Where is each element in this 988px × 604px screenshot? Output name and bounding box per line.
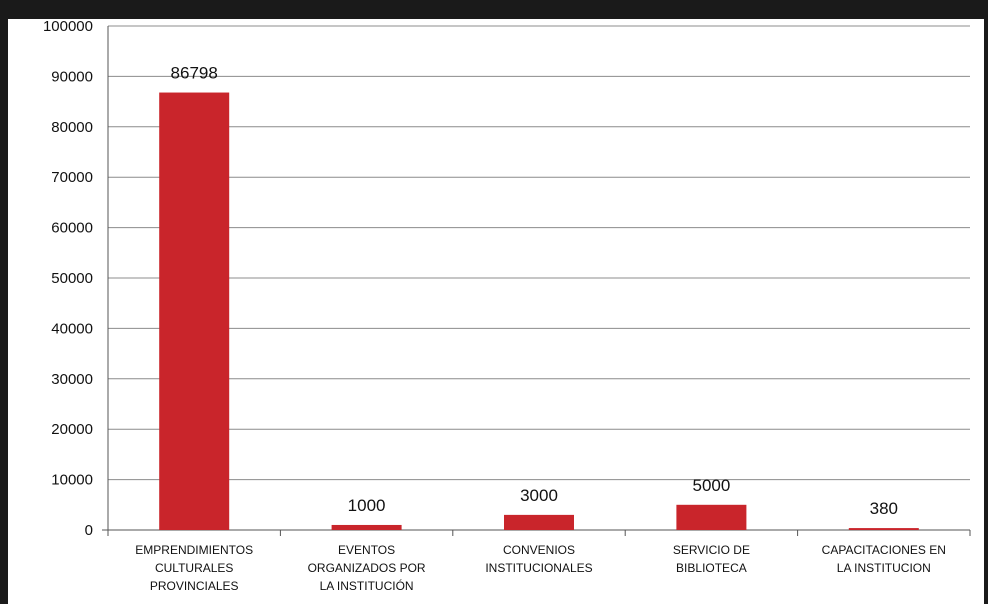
y-axis: 0 10000 20000 30000 40000 50000 60000 70000 8000… [43,18,109,539]
y-tick-label: 100000 [43,18,93,35]
bar [848,528,919,530]
category-label: SERVICIO DE [673,543,750,557]
y-tick-label: 30000 [51,371,93,388]
category-labels: EMPRENDIMIENTOS CULTURALES PROVINCIALES EVE… [135,543,946,593]
y-tick-label: 50000 [51,270,93,287]
y-tick-label: 10000 [51,472,93,489]
data-label: 86798 [171,64,218,83]
gridlines [108,25,970,481]
x-axis [102,529,971,536]
y-tick-label: 80000 [51,119,93,136]
y-tick-label: 90000 [51,68,93,85]
y-tick-label: 0 [85,522,93,539]
category-label: EMPRENDIMIENTOS [135,543,253,557]
data-label: 5000 [692,476,730,495]
data-label: 380 [870,499,898,518]
y-tick-label: 70000 [51,169,93,186]
data-label: 1000 [348,496,386,515]
category-label: PROVINCIALES [150,579,239,593]
data-labels: 86798 1000 3000 5000 380 [171,64,898,519]
data-label: 3000 [520,486,558,505]
category-label: CULTURALES [155,561,233,575]
y-tick-label: 20000 [51,421,93,438]
category-label: ORGANIZADOS POR [308,561,426,575]
bars [159,92,919,530]
bar [504,514,574,530]
category-label: LA INSTITUCION [837,561,931,575]
y-tick-label: 60000 [51,220,93,237]
category-label: EVENTOS [338,543,395,557]
category-label: BIBLIOTECA [676,561,747,575]
category-label: CAPACITACIONES EN [822,543,946,557]
category-label: INSTITUCIONALES [485,561,592,575]
bar [159,92,230,530]
category-label: LA INSTITUCIÓN [320,578,414,593]
bar [676,504,747,530]
y-tick-label: 40000 [51,320,93,337]
category-label: CONVENIOS [503,543,575,557]
bar [331,524,402,530]
